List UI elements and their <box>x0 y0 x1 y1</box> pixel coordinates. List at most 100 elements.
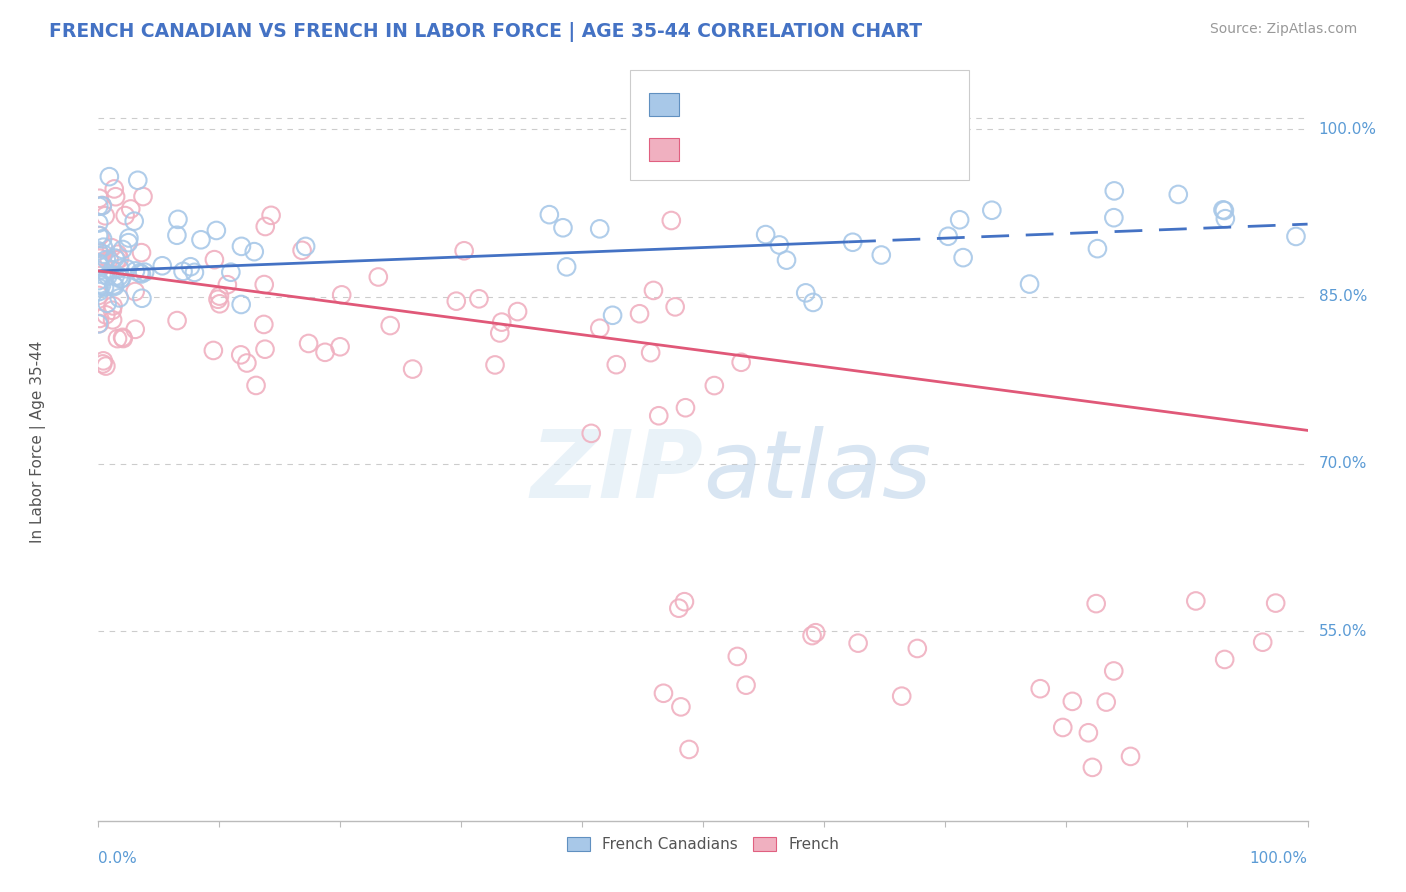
Point <box>89 317 111 331</box>
Point <box>936 229 959 244</box>
Point <box>1119 749 1142 764</box>
Point <box>1167 187 1189 202</box>
Point <box>90 249 112 263</box>
Point <box>111 243 134 257</box>
Point <box>98 169 121 184</box>
Point <box>101 299 124 313</box>
Point <box>253 318 276 332</box>
Point <box>166 228 188 243</box>
Point <box>1062 694 1084 708</box>
Point <box>949 212 972 227</box>
Point <box>668 601 690 615</box>
Point <box>101 303 124 318</box>
Text: R = -0.134    N = 101: R = -0.134 N = 101 <box>689 141 898 159</box>
Point <box>1104 184 1126 198</box>
Point <box>101 313 124 327</box>
Point <box>112 332 135 346</box>
Point <box>91 232 114 246</box>
Text: 70.0%: 70.0% <box>1319 457 1367 471</box>
Point <box>1215 211 1237 226</box>
Point <box>87 216 110 230</box>
Point <box>468 292 491 306</box>
Point <box>294 239 316 253</box>
Point <box>243 244 266 259</box>
Point <box>551 220 574 235</box>
Point <box>118 231 141 245</box>
Point <box>804 625 827 640</box>
Point <box>89 311 111 326</box>
Text: Source: ZipAtlas.com: Source: ZipAtlas.com <box>1209 22 1357 37</box>
Point <box>659 213 682 227</box>
Point <box>297 336 319 351</box>
Point <box>675 401 697 415</box>
Point <box>110 272 132 286</box>
Point <box>101 263 124 277</box>
Point <box>108 269 131 284</box>
Point <box>453 244 475 258</box>
Point <box>589 321 612 335</box>
Point <box>640 345 662 359</box>
Point <box>103 278 125 293</box>
Point <box>1285 229 1308 244</box>
Point <box>605 358 627 372</box>
Point <box>1185 594 1208 608</box>
Point <box>207 292 229 306</box>
Point <box>673 595 696 609</box>
Point <box>131 291 153 305</box>
Point <box>841 235 863 250</box>
Text: ZIP: ZIP <box>530 425 703 518</box>
Point <box>217 277 239 292</box>
Point <box>90 278 112 293</box>
Point <box>87 317 110 331</box>
Point <box>124 285 146 299</box>
Point <box>1077 725 1099 739</box>
Point <box>664 300 686 314</box>
Point <box>104 269 127 284</box>
Point <box>87 280 110 294</box>
Point <box>128 266 150 280</box>
Point <box>870 248 893 262</box>
Point <box>648 409 671 423</box>
Point <box>120 202 142 216</box>
Point <box>190 233 212 247</box>
Point <box>100 241 122 255</box>
Point <box>1102 211 1125 225</box>
Text: 0.0%: 0.0% <box>98 851 138 866</box>
Point <box>1081 760 1104 774</box>
Text: 85.0%: 85.0% <box>1319 289 1367 304</box>
Point <box>1052 721 1074 735</box>
Point <box>202 343 225 358</box>
Point <box>1095 695 1118 709</box>
Bar <box>648 138 679 161</box>
Point <box>89 228 111 243</box>
Point <box>219 265 242 279</box>
Point <box>652 686 675 700</box>
Point <box>93 280 115 294</box>
Point <box>1212 202 1234 217</box>
Point <box>446 294 468 309</box>
Point <box>87 199 110 213</box>
Point <box>117 235 139 250</box>
Text: FRENCH CANADIAN VS FRENCH IN LABOR FORCE | AGE 35-44 CORRELATION CHART: FRENCH CANADIAN VS FRENCH IN LABOR FORCE… <box>49 22 922 42</box>
Point <box>87 285 110 299</box>
Point <box>555 260 578 274</box>
FancyBboxPatch shape <box>630 70 969 180</box>
Point <box>115 261 138 276</box>
Point <box>110 271 132 285</box>
Point <box>97 268 120 283</box>
Point <box>703 378 725 392</box>
Point <box>380 318 402 333</box>
Point <box>330 288 353 302</box>
Point <box>104 279 127 293</box>
Text: 100.0%: 100.0% <box>1319 122 1376 136</box>
Point <box>229 348 252 362</box>
Point <box>794 285 817 300</box>
Point <box>91 199 114 213</box>
Point <box>94 359 117 373</box>
Point <box>245 378 267 392</box>
Point <box>93 247 115 261</box>
Point <box>96 252 118 267</box>
Point <box>111 330 134 344</box>
Point <box>131 245 153 260</box>
Point <box>846 636 869 650</box>
